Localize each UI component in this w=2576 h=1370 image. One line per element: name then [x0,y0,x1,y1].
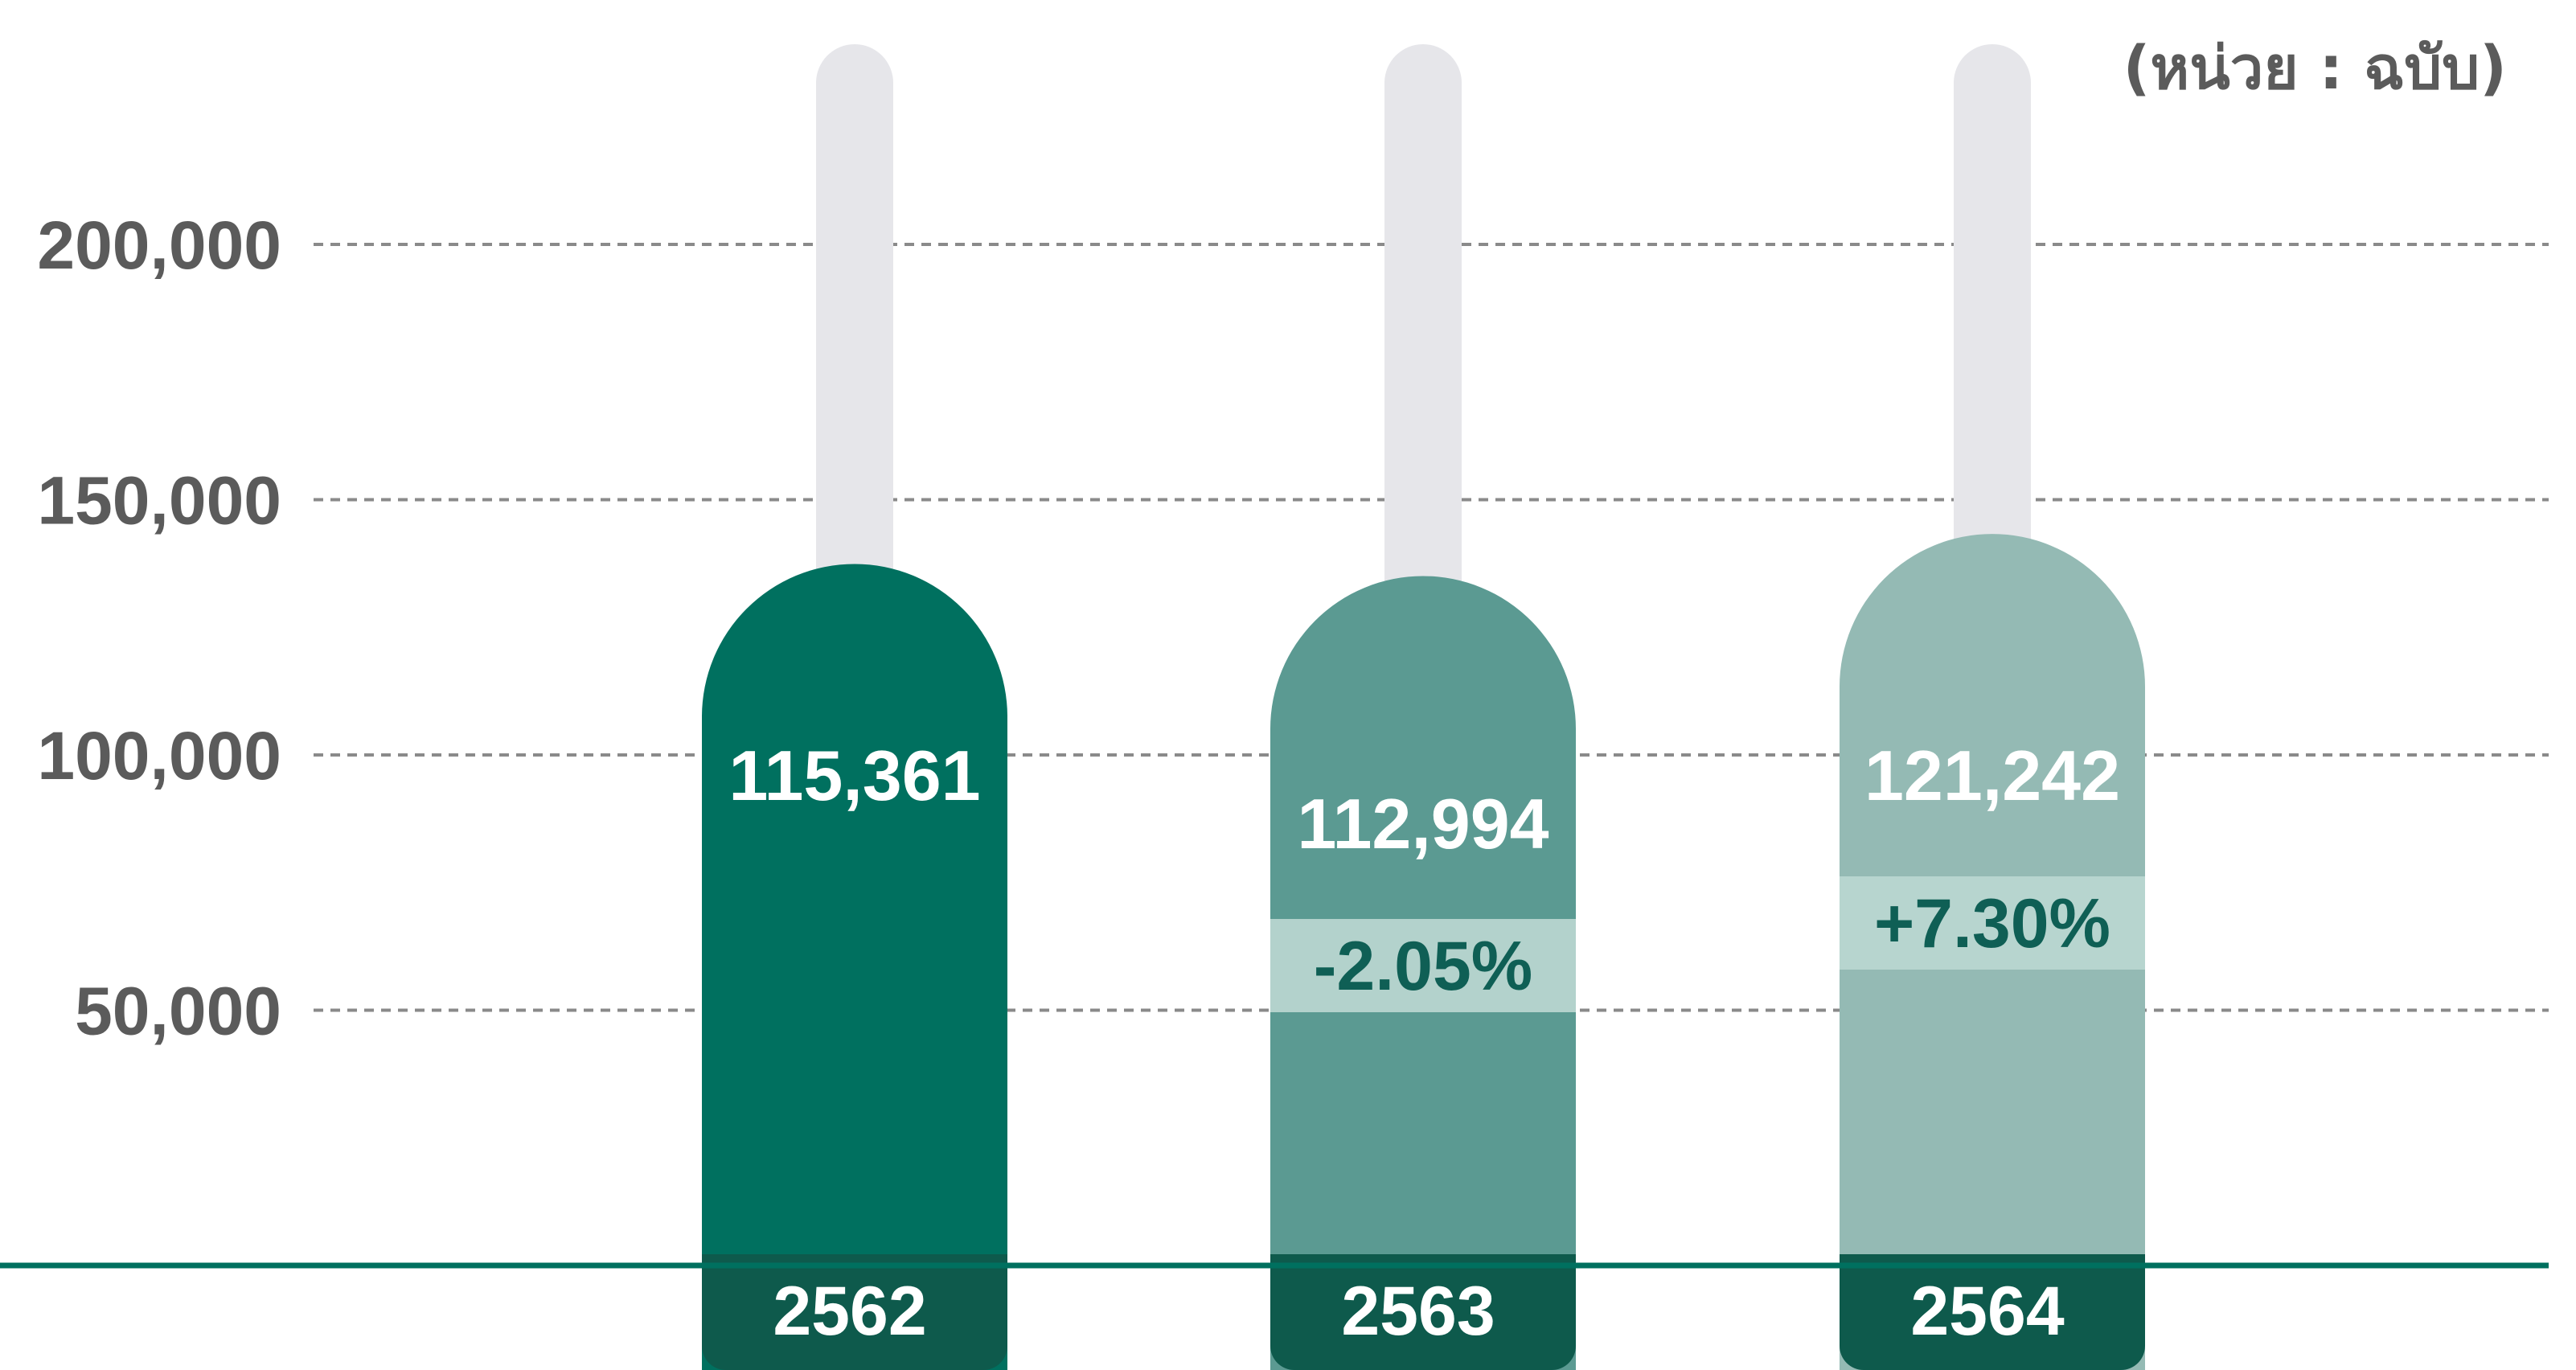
y-tick-label: 200,000 [37,207,281,283]
category-band [1840,1254,2145,1370]
bar-2562 [702,564,1007,1370]
value-label: 121,242 [1864,736,2120,815]
y-tick-label: 50,000 [75,974,281,1049]
change-label: +7.30% [1874,885,2110,962]
value-label: 112,994 [1297,784,1548,863]
value-label: 115,361 [728,736,980,815]
change-label: -2.05% [1314,928,1533,1005]
change-band [1840,876,2145,970]
x-category-label: 2562 [773,1273,926,1350]
unit-label: (หน่วย : ฉบับ) [2123,34,2507,103]
y-tick-label: 150,000 [37,463,281,539]
x-category-label: 2563 [1341,1273,1495,1350]
change-band [1270,919,1576,1012]
x-category-label: 2564 [1910,1273,2064,1350]
category-band [1270,1254,1576,1370]
bars: 115,361 2562 -2.05% 112,994 2563 +7.30% 121,24… [0,44,2549,1370]
category-band [702,1254,1007,1370]
y-tick-label: 100,000 [37,718,281,794]
y-axis-ticks: 50,000 100,000 150,000 200,000 [37,207,281,1049]
